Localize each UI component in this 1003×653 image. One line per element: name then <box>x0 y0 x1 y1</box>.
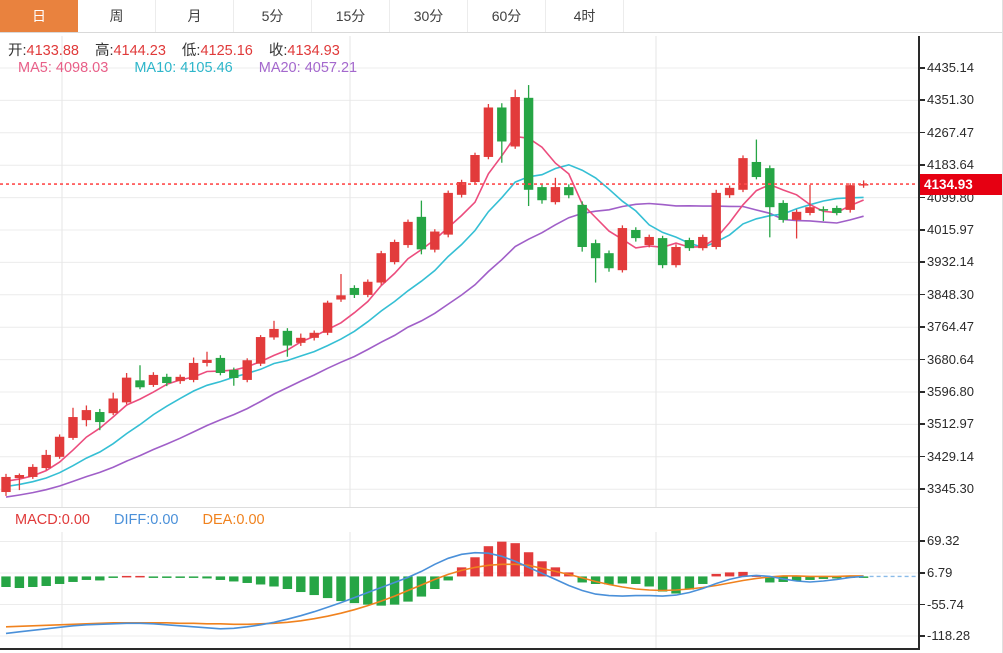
tab-day[interactable]: 日 <box>0 0 78 32</box>
axis-tick <box>920 164 925 166</box>
axis-tick <box>920 603 925 605</box>
price-axis-label: 3345.30 <box>927 481 974 497</box>
price-axis-label: 3764.47 <box>927 319 974 335</box>
tab-week[interactable]: 周 <box>78 0 156 32</box>
high-value: 4144.23 <box>113 43 166 59</box>
ma20-value: 4057.21 <box>304 60 358 76</box>
dea-line <box>5 563 864 628</box>
macd-axis-label: 6.79 <box>927 565 953 580</box>
tab-4hour[interactable]: 4时 <box>546 0 624 32</box>
last-price-tag: 4134.93 <box>920 174 1002 195</box>
axis-tick <box>920 540 925 542</box>
tab-15min[interactable]: 15分 <box>312 0 390 32</box>
price-axis-label: 3429.14 <box>927 448 974 464</box>
bottom-axis-line <box>0 648 920 650</box>
macd-chart[interactable] <box>0 532 920 650</box>
tab-60min[interactable]: 60分 <box>468 0 546 32</box>
close-label: 收: <box>268 43 288 59</box>
axis-tick <box>920 326 925 328</box>
macd-readout: MACD:0.00 DIFF:0.00 DEA:0.00 <box>15 512 285 528</box>
ma10-value: 4105.46 <box>180 60 233 76</box>
tab-30min[interactable]: 30分 <box>390 0 468 32</box>
price-axis: 4435.14 4351.30 4267.47 4183.64 4099.80 4015.… <box>920 32 1002 652</box>
ma20-label: MA20: <box>258 60 301 76</box>
axis-tick <box>920 99 925 101</box>
axis-tick <box>920 423 925 425</box>
tab-month[interactable]: 月 <box>156 0 234 32</box>
right-axis-line <box>918 36 920 650</box>
axis-tick <box>920 229 925 231</box>
dea-value: 0.00 <box>236 512 265 528</box>
macd-label: MACD: <box>15 512 62 528</box>
price-axis-label: 3680.64 <box>927 351 974 367</box>
price-axis-label: 4351.30 <box>927 92 974 108</box>
ma-readout: MA5: 4098.03 MA10: 4105.46 MA20: 4057.21 <box>18 60 379 76</box>
ma-lines <box>5 135 864 498</box>
axis-tick <box>920 391 925 393</box>
macd-histogram <box>1 541 869 606</box>
candles <box>1 85 869 496</box>
price-axis-label: 4015.97 <box>927 222 974 237</box>
macd-grid <box>0 532 920 648</box>
axis-tick <box>920 293 925 296</box>
price-axis-label: 3596.80 <box>927 384 974 399</box>
axis-tick <box>920 67 925 69</box>
diff-line <box>5 551 864 635</box>
price-axis-label: 4267.47 <box>927 124 974 140</box>
axis-tick <box>920 131 925 134</box>
ma10-line <box>5 163 864 488</box>
macd-axis-label: -55.74 <box>927 596 964 612</box>
low-value: 4125.16 <box>200 43 253 59</box>
close-value: 4134.93 <box>287 43 340 59</box>
macd-axis-label: -118.28 <box>927 628 971 643</box>
price-axis-label: 3512.97 <box>927 416 974 432</box>
price-grid <box>0 36 920 507</box>
low-label: 低: <box>181 43 201 59</box>
macd-axis-label: 69.32 <box>927 533 960 549</box>
ma5-value: 4098.03 <box>55 60 109 76</box>
open-label: 开: <box>8 43 27 59</box>
axis-tick <box>920 455 925 458</box>
open-value: 4133.88 <box>26 43 79 59</box>
diff-label: DIFF: <box>114 512 151 528</box>
ma5-line <box>5 135 864 482</box>
candlestick-chart[interactable] <box>0 32 920 507</box>
ma10-label: MA10: <box>134 60 177 76</box>
ohlc-readout: 开:4133.88 高:4144.23 低:4125.16 收:4134.93 <box>8 39 356 60</box>
ma5-label: MA5: <box>18 60 52 76</box>
price-axis-label: 4183.64 <box>927 157 974 173</box>
axis-tick <box>920 261 925 263</box>
dea-label: DEA: <box>202 512 237 528</box>
diff-value: 0.00 <box>150 512 179 528</box>
tab-5min[interactable]: 5分 <box>234 0 312 32</box>
axis-tick <box>920 572 925 574</box>
high-label: 高: <box>94 43 114 59</box>
axis-tick <box>920 635 925 637</box>
axis-tick <box>920 358 925 361</box>
panel-separator <box>0 507 920 508</box>
axis-tick <box>920 488 925 490</box>
price-axis-label: 4435.14 <box>927 60 974 75</box>
timeframe-tabbar: 日周月 5分 15分 30分 60分 4时 <box>0 0 1002 33</box>
price-axis-label: 3932.14 <box>927 254 974 270</box>
macd-value: 0.00 <box>61 512 90 528</box>
axis-tick <box>920 196 925 199</box>
price-axis-label: 3848.30 <box>927 286 974 302</box>
